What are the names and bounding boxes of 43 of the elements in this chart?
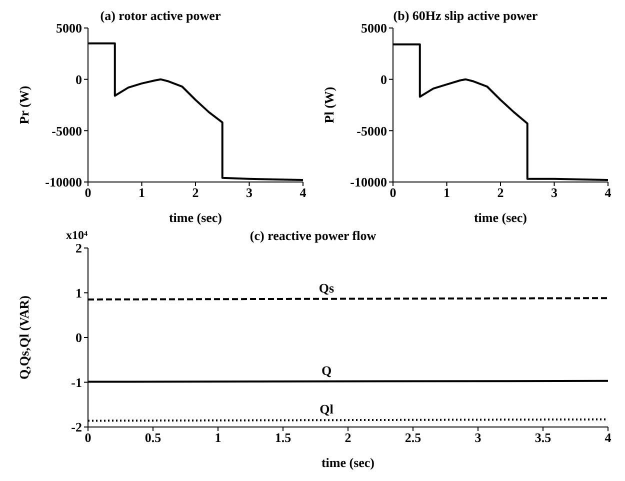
- series-label: Qs: [318, 280, 334, 296]
- x-tick-label: 3: [246, 185, 253, 200]
- x-tick-label: 2: [344, 430, 352, 446]
- chart-title: (c) reactive power flow: [250, 228, 376, 243]
- x-tick-label: 0.5: [144, 430, 162, 446]
- y-tick-label: 5000: [56, 20, 82, 36]
- y-tick-label: 0: [380, 72, 387, 87]
- series-label: Ql: [320, 402, 334, 417]
- text: x10⁴: [66, 228, 88, 243]
- y-tick-label: -5000: [356, 123, 387, 138]
- y-tick-label: -2: [71, 420, 82, 435]
- x-tick-label: 4: [300, 185, 307, 200]
- x-tick-label: 3.5: [534, 430, 552, 446]
- x-tick-label: 4: [604, 185, 612, 200]
- x-tick-label: 1.5: [274, 430, 292, 446]
- series-label: Q: [321, 362, 332, 378]
- y-tick-label: 5000: [361, 20, 387, 36]
- y-axis-title: Pr (W): [16, 86, 32, 124]
- x-tick-label: 1: [444, 185, 450, 200]
- x-tick-label: 2.5: [404, 430, 422, 446]
- x-tick-label: 1: [214, 430, 222, 446]
- y-tick-label: -10000: [45, 174, 82, 190]
- y-tick-label: 0: [76, 72, 82, 87]
- x-axis-title: time (sec): [168, 210, 222, 225]
- x-tick-label: 3: [551, 185, 558, 200]
- chart-title: (b) 60Hz slip active power: [393, 8, 538, 23]
- y-tick-label: -5000: [52, 123, 82, 138]
- chart-title: (a) rotor active power: [100, 8, 221, 23]
- y-tick-label: 2: [76, 240, 82, 256]
- x-tick-label: 2: [192, 185, 199, 200]
- x-axis-title: time (sec): [321, 455, 375, 470]
- x-tick-label: 4: [604, 430, 612, 446]
- x-axis-title: time (sec): [474, 210, 528, 225]
- y-tick-label: 0: [76, 330, 82, 346]
- y-tick-label: 1: [76, 285, 82, 300]
- y-tick-label: -10000: [350, 174, 387, 190]
- y-axis-title: Q,Qs,Ql (VAR): [16, 296, 32, 380]
- y-tick-label: -1: [71, 374, 82, 390]
- x-tick-label: 0: [390, 185, 396, 200]
- y-axis-title: Pl (W): [322, 86, 337, 124]
- x-tick-label: 2: [497, 185, 504, 200]
- x-tick-label: 1: [138, 185, 145, 200]
- x-tick-label: 3: [474, 430, 482, 446]
